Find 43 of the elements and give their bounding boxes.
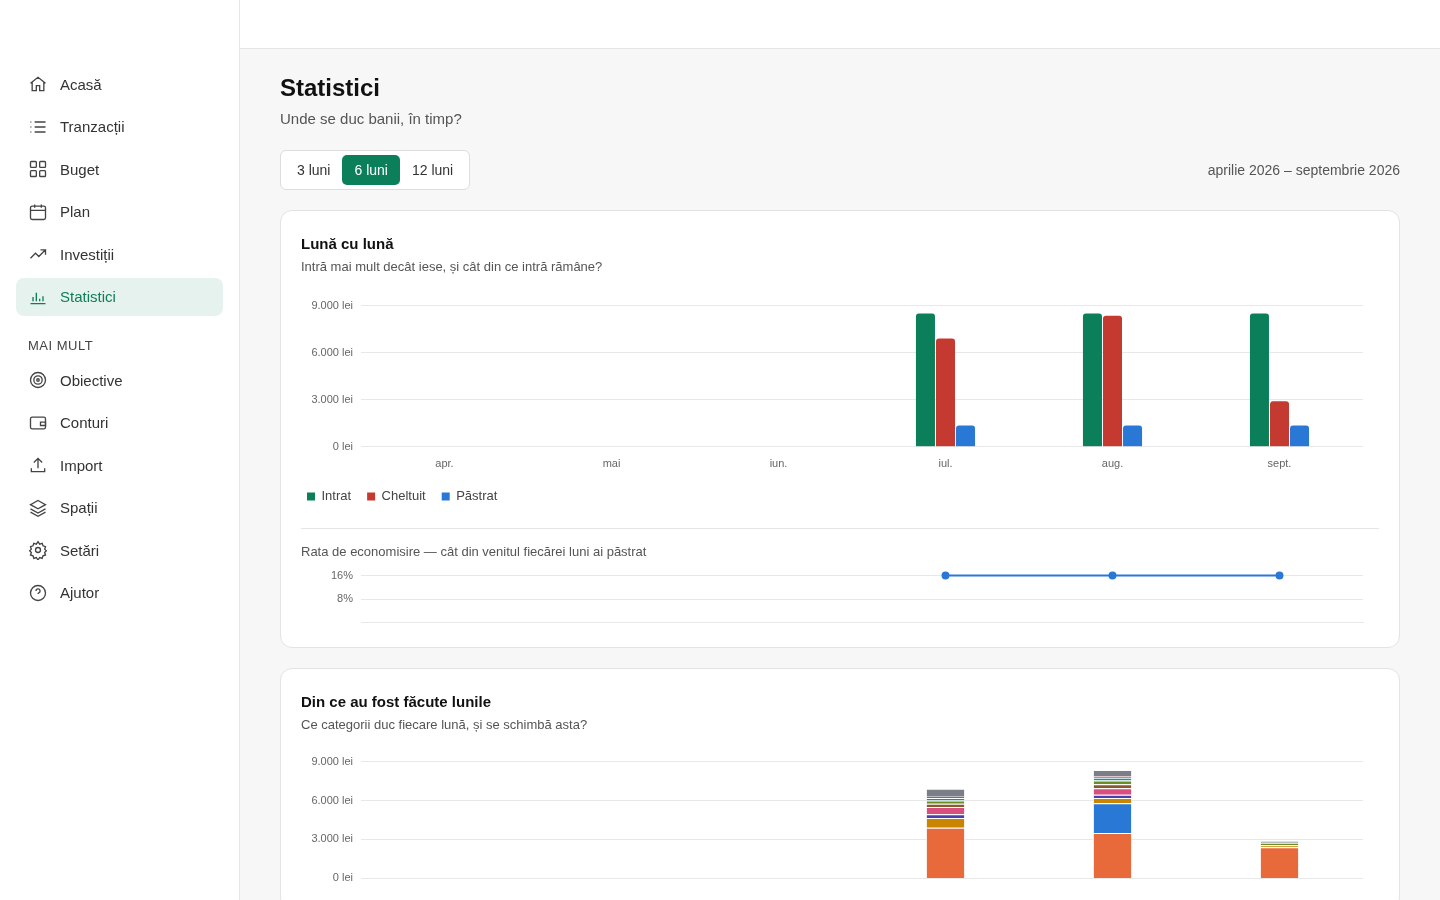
chart-title: Rata de economisire — cât din venitul fiecărei luni ai păstrat — [301, 544, 647, 559]
y-tick-label: 3.000 lei — [311, 392, 353, 405]
y-tick-label: 16% — [330, 568, 354, 581]
text: 6 luni — [342, 155, 400, 185]
chart-title: Lună cu lună — [301, 235, 394, 252]
legend-label: Cheltuit — [381, 488, 427, 504]
y-tick-label: 0 lei — [332, 439, 353, 452]
y-tick-label: 0 lei — [332, 871, 353, 884]
chart-subtitle: Intră mai mult decât iese, și cât din ce intră rămâne? — [301, 259, 603, 274]
text: 3 luni — [296, 161, 332, 180]
text: Buget — [60, 160, 100, 178]
text: aprilie 2026 – septembrie 2026 — [1207, 162, 1400, 178]
text: Statistici — [60, 288, 116, 305]
x-tick-label: mai — [602, 457, 621, 470]
text: Investiții — [60, 245, 115, 263]
x-tick-label: sept. — [1267, 457, 1292, 470]
text: Acasă — [60, 75, 102, 93]
y-tick-label: 3.000 lei — [311, 832, 353, 845]
text: Unde se duc banii, în timp? — [280, 110, 462, 127]
x-tick-label: aug. — [1101, 457, 1124, 470]
text: Spații — [60, 499, 98, 516]
x-tick-label: iul. — [938, 457, 953, 470]
y-tick-label: 6.000 lei — [311, 345, 353, 358]
text: Statistici — [280, 74, 381, 102]
text: Ajutor — [60, 584, 100, 601]
y-tick-label: 9.000 lei — [311, 754, 353, 767]
text: Conturi — [60, 414, 109, 431]
text: Import — [60, 456, 103, 474]
y-tick-label: 9.000 lei — [311, 298, 353, 311]
text: Plan — [60, 203, 91, 220]
text: MAI MULT — [27, 337, 95, 355]
chart-subtitle: Ce categorii duc fiecare lună, și se schimbă asta? — [301, 717, 588, 732]
text: Obiective — [60, 371, 123, 389]
x-tick-label: apr. — [435, 457, 454, 470]
chart-title: Din ce au fost făcute lunile — [301, 693, 492, 710]
y-tick-label: 6.000 lei — [311, 793, 353, 806]
text: Setări — [60, 541, 100, 559]
legend-label: Păstrat — [456, 488, 498, 504]
y-tick-label: 8% — [337, 592, 354, 605]
legend-label: Intrat — [321, 488, 352, 504]
text: 12 luni — [410, 161, 455, 180]
text: Tranzacții — [60, 118, 125, 135]
x-tick-label: iun. — [769, 457, 788, 470]
